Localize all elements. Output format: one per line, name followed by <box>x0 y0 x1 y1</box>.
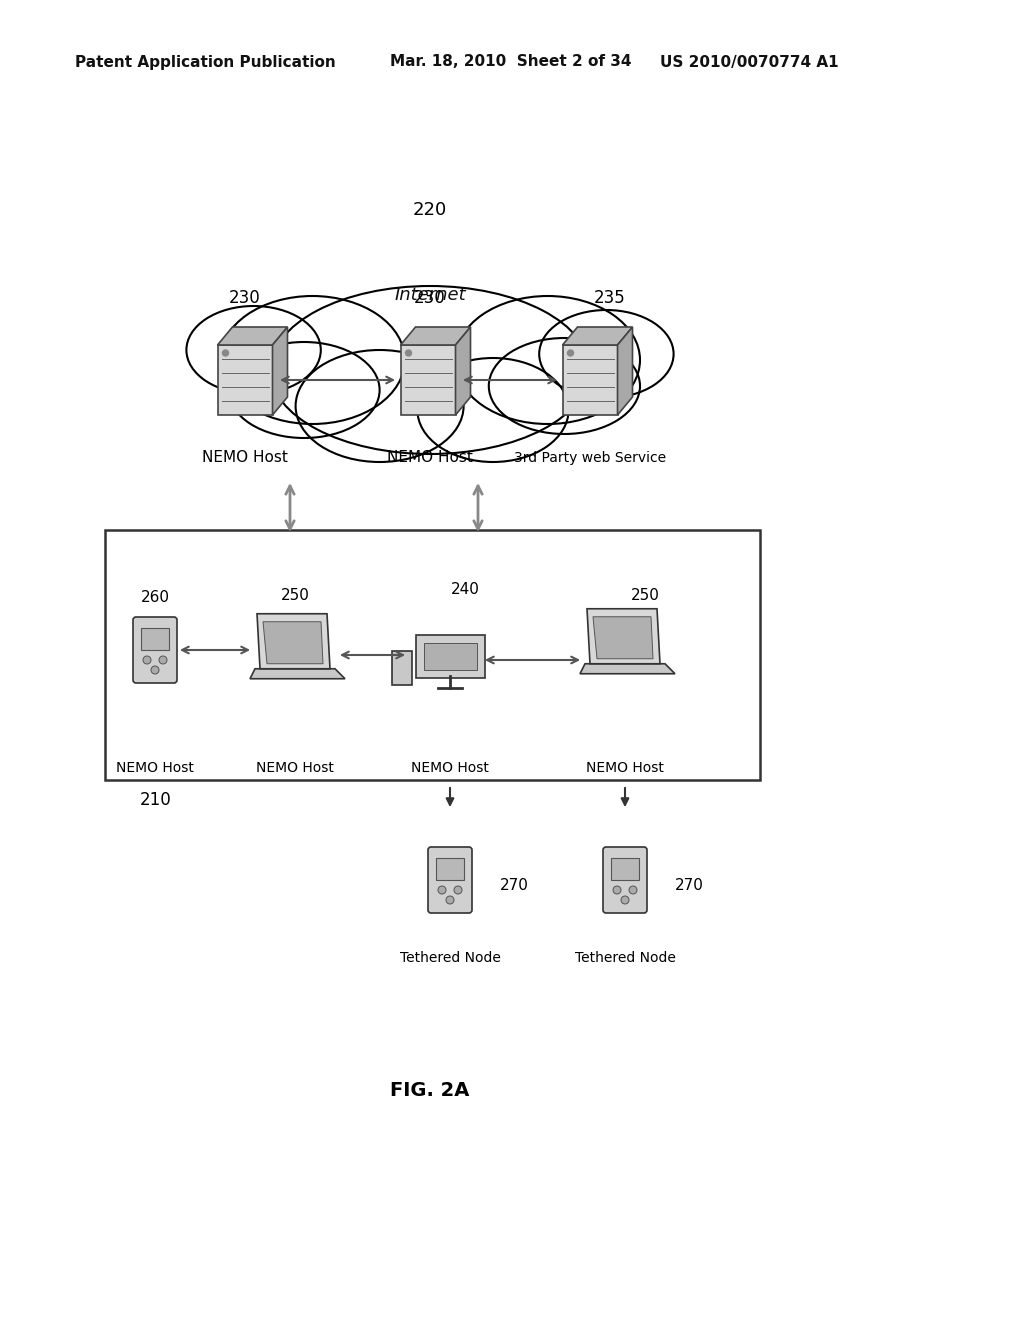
Ellipse shape <box>456 296 640 424</box>
FancyBboxPatch shape <box>400 345 456 414</box>
Circle shape <box>446 896 454 904</box>
Ellipse shape <box>220 296 404 424</box>
Polygon shape <box>257 614 330 669</box>
Text: 270: 270 <box>500 878 528 892</box>
Polygon shape <box>250 669 345 678</box>
Text: NEMO Host: NEMO Host <box>202 450 288 466</box>
Ellipse shape <box>540 310 674 399</box>
Polygon shape <box>587 609 660 664</box>
Text: NEMO Host: NEMO Host <box>387 450 473 466</box>
Text: 210: 210 <box>140 791 172 809</box>
Text: 260: 260 <box>140 590 170 606</box>
FancyBboxPatch shape <box>611 858 639 880</box>
FancyBboxPatch shape <box>141 628 169 649</box>
Ellipse shape <box>186 306 321 393</box>
Text: Internet: Internet <box>394 286 466 304</box>
Circle shape <box>151 667 159 675</box>
Text: 230: 230 <box>414 289 445 308</box>
Text: US 2010/0070774 A1: US 2010/0070774 A1 <box>660 54 839 70</box>
Polygon shape <box>617 327 633 414</box>
Polygon shape <box>562 327 633 345</box>
Polygon shape <box>593 616 653 659</box>
Ellipse shape <box>488 338 640 434</box>
Ellipse shape <box>228 342 380 438</box>
FancyBboxPatch shape <box>428 847 472 913</box>
FancyBboxPatch shape <box>105 531 760 780</box>
FancyBboxPatch shape <box>416 635 484 678</box>
Ellipse shape <box>418 358 568 462</box>
Text: 3rd Party web Service: 3rd Party web Service <box>514 451 666 465</box>
Text: 235: 235 <box>594 289 626 308</box>
FancyBboxPatch shape <box>391 651 412 685</box>
FancyBboxPatch shape <box>436 858 464 880</box>
Circle shape <box>567 350 573 356</box>
Circle shape <box>613 886 621 894</box>
Circle shape <box>629 886 637 894</box>
Text: 240: 240 <box>451 582 479 598</box>
FancyBboxPatch shape <box>603 847 647 913</box>
Polygon shape <box>456 327 470 414</box>
Circle shape <box>454 886 462 894</box>
Text: 270: 270 <box>675 878 703 892</box>
Text: 230: 230 <box>229 289 261 308</box>
Text: 250: 250 <box>281 587 309 602</box>
Text: NEMO Host: NEMO Host <box>586 762 664 775</box>
Text: Mar. 18, 2010  Sheet 2 of 34: Mar. 18, 2010 Sheet 2 of 34 <box>390 54 632 70</box>
Text: 250: 250 <box>631 587 659 602</box>
Circle shape <box>621 896 629 904</box>
Circle shape <box>143 656 151 664</box>
Ellipse shape <box>296 350 464 462</box>
Polygon shape <box>263 622 323 664</box>
Polygon shape <box>580 664 675 673</box>
Text: NEMO Host: NEMO Host <box>411 762 488 775</box>
Polygon shape <box>400 327 470 345</box>
Circle shape <box>222 350 228 356</box>
Circle shape <box>406 350 412 356</box>
Text: NEMO Host: NEMO Host <box>116 762 194 775</box>
Polygon shape <box>217 327 288 345</box>
FancyBboxPatch shape <box>217 345 272 414</box>
Text: Tethered Node: Tethered Node <box>399 950 501 965</box>
FancyBboxPatch shape <box>424 643 476 671</box>
FancyBboxPatch shape <box>133 616 177 682</box>
Text: FIG. 2A: FIG. 2A <box>390 1081 470 1100</box>
Text: 220: 220 <box>413 201 447 219</box>
Circle shape <box>159 656 167 664</box>
Text: NEMO Host: NEMO Host <box>256 762 334 775</box>
Ellipse shape <box>270 286 590 454</box>
Polygon shape <box>272 327 288 414</box>
FancyBboxPatch shape <box>562 345 617 414</box>
Text: Tethered Node: Tethered Node <box>574 950 676 965</box>
Text: Patent Application Publication: Patent Application Publication <box>75 54 336 70</box>
Circle shape <box>438 886 446 894</box>
